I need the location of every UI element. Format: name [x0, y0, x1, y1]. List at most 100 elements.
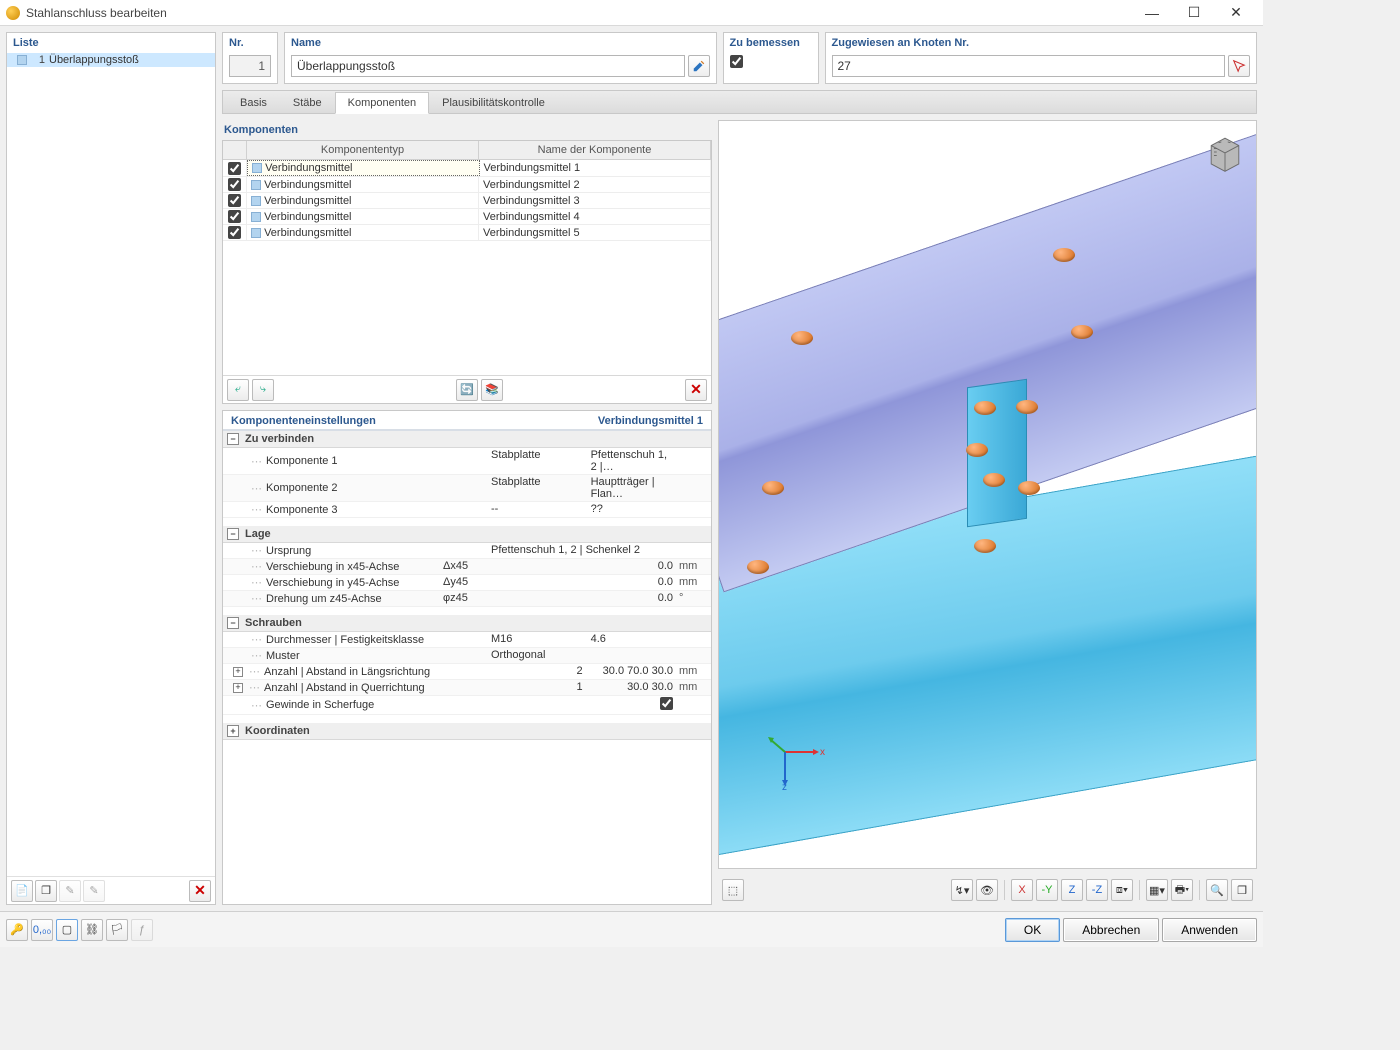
table-row[interactable]: VerbindungsmittelVerbindungsmittel 2	[223, 177, 711, 193]
pick-node-button[interactable]	[1228, 55, 1250, 77]
property-row[interactable]: ⋯Komponente 1StabplattePfettenschuh 1, 2…	[223, 448, 711, 475]
delete-button[interactable]: ✕	[189, 880, 211, 902]
prop-value[interactable]: Orthogonal	[487, 648, 677, 663]
tab-komponenten[interactable]: Komponenten	[335, 92, 430, 114]
prop-value[interactable]: --	[487, 502, 587, 517]
help-button[interactable]: 🔑	[6, 919, 28, 941]
expand-toggle-icon[interactable]: +	[227, 725, 239, 737]
expand-toggle-icon[interactable]: −	[227, 433, 239, 445]
prop-checkbox[interactable]	[660, 697, 673, 710]
property-row[interactable]: ⋯Verschiebung in y45-AchseΔy450.0mm	[223, 575, 711, 591]
property-row[interactable]: ⋯Verschiebung in x45-AchseΔx450.0mm	[223, 559, 711, 575]
table-row[interactable]: VerbindungsmittelVerbindungsmittel 1	[223, 160, 711, 177]
row-expander-icon[interactable]: +	[233, 667, 243, 677]
expand-toggle-icon[interactable]: −	[227, 528, 239, 540]
prop-value[interactable]: 0.0	[487, 575, 677, 590]
property-row[interactable]: ⋯Drehung um z45-Achseφz450.0°	[223, 591, 711, 607]
expand-toggle-icon[interactable]: −	[227, 617, 239, 629]
units-button[interactable]: 0,₀₀	[31, 919, 53, 941]
cancel-button[interactable]: Abbrechen	[1063, 918, 1159, 942]
footer-btn-4[interactable]: ⛓	[81, 919, 103, 941]
minimize-button[interactable]: ―	[1131, 1, 1173, 25]
prop-value[interactable]: Pfettenschuh 1, 2 | Schenkel 2	[487, 543, 677, 558]
footer-btn-3[interactable]: ▢	[56, 919, 78, 941]
table-row[interactable]: VerbindungsmittelVerbindungsmittel 3	[223, 193, 711, 209]
bemessen-checkbox[interactable]	[730, 55, 743, 68]
vp-view-ny-button[interactable]: -Y	[1036, 879, 1058, 901]
tab-staebe[interactable]: Stäbe	[280, 92, 335, 114]
close-button[interactable]: ✕	[1215, 1, 1257, 25]
prop-value-2[interactable]: 30.0 30.0	[587, 680, 677, 695]
tree-section-header[interactable]: −Zu verbinden	[223, 431, 711, 448]
tab-basis[interactable]: Basis	[227, 92, 280, 114]
table-row[interactable]: VerbindungsmittelVerbindungsmittel 5	[223, 225, 711, 241]
prop-value-2[interactable]: Hauptträger | Flan…	[587, 475, 677, 501]
vp-view-nz-button[interactable]: -Z	[1086, 879, 1108, 901]
maximize-button[interactable]: ☐	[1173, 1, 1215, 25]
tree-section-header[interactable]: −Schrauben	[223, 615, 711, 632]
connection-list[interactable]: 1 Überlappungsstoß	[7, 53, 215, 876]
vp-print-button[interactable]: 🖶▾	[1171, 879, 1193, 901]
delete-row-button[interactable]: ✕	[685, 379, 707, 401]
prop-value[interactable]: M16	[487, 632, 587, 647]
prop-value-2[interactable]: 30.0 70.0 30.0	[587, 664, 677, 679]
prop-unit	[677, 475, 711, 501]
row-checkbox[interactable]	[228, 162, 241, 175]
vp-view-x-button[interactable]: X	[1011, 879, 1033, 901]
name-field[interactable]: Überlappungsstoß	[291, 55, 685, 77]
prop-value-2[interactable]: ??	[587, 502, 677, 517]
property-row[interactable]: +⋯Anzahl | Abstand in Querrichtung130.0 …	[223, 680, 711, 696]
vp-eye-button[interactable]: 👁	[976, 879, 998, 901]
ok-button[interactable]: OK	[1005, 918, 1060, 942]
row-checkbox[interactable]	[228, 210, 241, 223]
komponenten-grid-body[interactable]: VerbindungsmittelVerbindungsmittel 1 Ver…	[223, 160, 711, 375]
import-button[interactable]: 🔄	[456, 379, 478, 401]
prop-value-2[interactable]: Pfettenschuh 1, 2 |…	[587, 448, 677, 474]
property-row[interactable]: ⋯Durchmesser | FestigkeitsklasseM164.6	[223, 632, 711, 648]
new-button[interactable]: 📄	[11, 880, 33, 902]
prop-value[interactable]: 2	[487, 664, 587, 679]
add-row-button[interactable]: ⤶	[227, 379, 249, 401]
row-checkbox[interactable]	[228, 178, 241, 191]
row-checkbox[interactable]	[228, 194, 241, 207]
vp-view-z-button[interactable]: Z	[1061, 879, 1083, 901]
row-type: Verbindungsmittel	[264, 227, 351, 239]
prop-value[interactable]: 0.0	[487, 591, 677, 606]
vp-select-button[interactable]: ⬚	[722, 879, 744, 901]
copy-button[interactable]: ❐	[35, 880, 57, 902]
prop-value[interactable]: Stabplatte	[487, 475, 587, 501]
prop-unit	[677, 502, 711, 517]
prop-value[interactable]: 1	[487, 680, 587, 695]
tab-plausi[interactable]: Plausibilitätskontrolle	[429, 92, 558, 114]
footer-btn-5[interactable]: 🏳	[106, 919, 128, 941]
svg-text:x: x	[820, 747, 825, 758]
vp-refresh-button[interactable]: 🔍	[1206, 879, 1228, 901]
row-name: Verbindungsmittel 1	[480, 160, 712, 176]
property-row[interactable]: ⋯Komponente 2StabplatteHauptträger | Fla…	[223, 475, 711, 502]
vp-detach-button[interactable]: ❐	[1231, 879, 1253, 901]
vp-view-iso-button[interactable]: ⧈▾	[1111, 879, 1133, 901]
vp-axis-button[interactable]: ↯▾	[951, 879, 973, 901]
row-expander-icon[interactable]: +	[233, 683, 243, 693]
vp-render-button[interactable]: ▦▾	[1146, 879, 1168, 901]
property-row[interactable]: ⋯Gewinde in Scherfuge	[223, 696, 711, 715]
property-row[interactable]: +⋯Anzahl | Abstand in Längsrichtung230.0…	[223, 664, 711, 680]
apply-button[interactable]: Anwenden	[1162, 918, 1257, 942]
viewcube-icon[interactable]	[1202, 129, 1248, 175]
property-row[interactable]: ⋯UrsprungPfettenschuh 1, 2 | Schenkel 2	[223, 543, 711, 559]
prop-value[interactable]: 0.0	[487, 559, 677, 574]
prop-value[interactable]: Stabplatte	[487, 448, 587, 474]
tree-section-header[interactable]: −Lage	[223, 526, 711, 543]
list-item[interactable]: 1 Überlappungsstoß	[7, 53, 215, 67]
edit-name-button[interactable]	[688, 55, 710, 77]
viewport-3d[interactable]: x z	[718, 120, 1257, 869]
knoten-field[interactable]: 27	[832, 55, 1226, 77]
prop-value-2[interactable]: 4.6	[587, 632, 677, 647]
add-row-button-2[interactable]: ⤷	[252, 379, 274, 401]
library-button[interactable]: 📚	[481, 379, 503, 401]
tree-section-header[interactable]: +Koordinaten	[223, 723, 711, 740]
row-checkbox[interactable]	[228, 226, 241, 239]
property-row[interactable]: ⋯Komponente 3--??	[223, 502, 711, 518]
property-row[interactable]: ⋯MusterOrthogonal	[223, 648, 711, 664]
table-row[interactable]: VerbindungsmittelVerbindungsmittel 4	[223, 209, 711, 225]
